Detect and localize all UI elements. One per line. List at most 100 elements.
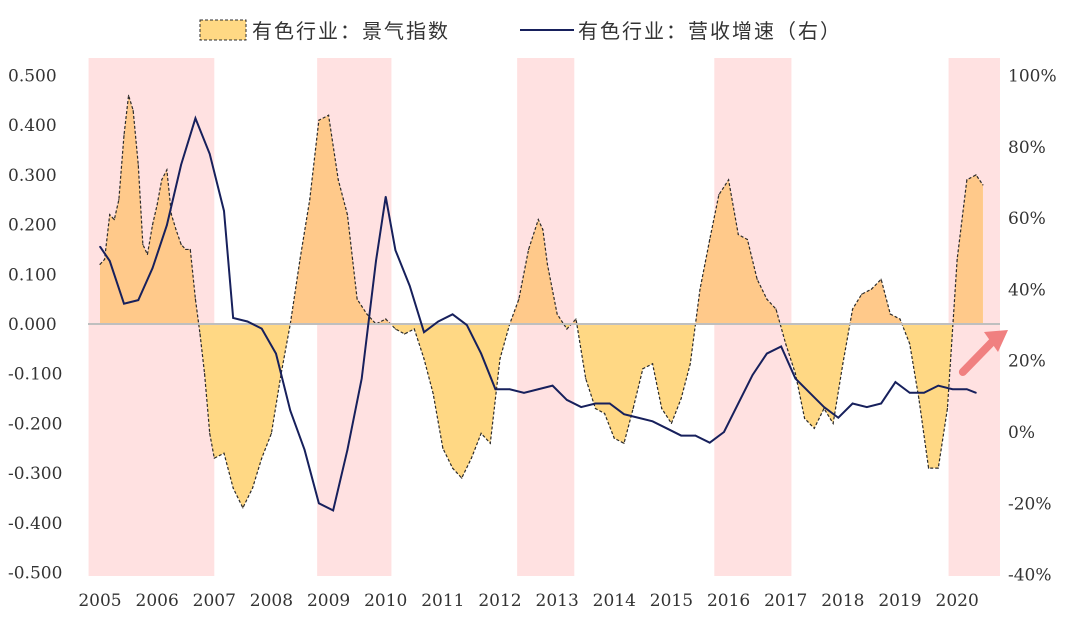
- index-point-100: [918, 397, 920, 400]
- index-point-33: [299, 258, 301, 260]
- x-tick-label: 2013: [536, 591, 579, 611]
- index-point-48: [432, 392, 434, 395]
- index-point-91: [832, 422, 834, 424]
- growth-point-49: [780, 345, 782, 348]
- index-point-72: [651, 363, 654, 365]
- growth-point-20: [375, 260, 377, 262]
- x-tick-label: 2005: [78, 591, 121, 611]
- index-point-107: [982, 184, 984, 186]
- growth-point-0: [99, 245, 101, 248]
- growth-point-51: [808, 391, 811, 394]
- growth-point-37: [608, 402, 611, 405]
- right-tick-label: -20%: [1008, 494, 1052, 514]
- growth-point-23: [408, 285, 411, 287]
- growth-line: [99, 115, 977, 512]
- right-axis: 100% 80% 60% 40% 20% 0% -20% -40%: [1008, 67, 1057, 586]
- index-point-35: [318, 119, 320, 121]
- growth-point-40: [651, 420, 654, 423]
- index-point-34: [309, 199, 311, 201]
- growth-point-21: [384, 195, 387, 198]
- growth-point-41: [666, 427, 668, 430]
- index-point-97: [889, 313, 891, 315]
- x-tick-label: 2011: [421, 591, 464, 611]
- index-point-11: [151, 224, 154, 226]
- left-tick-label: 0.500: [8, 67, 57, 87]
- growth-point-45: [723, 431, 725, 433]
- growth-point-55: [866, 406, 868, 408]
- growth-point-58: [908, 391, 911, 394]
- index-point-20: [194, 298, 197, 300]
- index-point-44: [394, 328, 397, 330]
- growth-point-16: [318, 502, 320, 505]
- index-point-70: [632, 407, 634, 410]
- left-tick-label: 0.200: [8, 216, 57, 236]
- growth-point-52: [823, 406, 825, 408]
- x-axis: 2005 2006 2007 2008 2009 2010 2011 2012 2013 2014…: [78, 591, 978, 611]
- index-point-10: [146, 253, 149, 256]
- index-point-62: [556, 313, 558, 315]
- growth-point-31: [523, 391, 525, 394]
- index-point-95: [870, 288, 873, 290]
- x-tick-label: 2016: [707, 591, 750, 611]
- index-point-81: [737, 233, 739, 236]
- legend: 有色行业：景气指数 有色行业：营收增速（右）: [199, 19, 840, 43]
- growth-point-42: [680, 434, 682, 437]
- growth-point-36: [594, 402, 597, 405]
- growth-point-53: [837, 416, 840, 419]
- index-point-14: [166, 169, 168, 171]
- right-tick-label: 40%: [1008, 280, 1046, 300]
- legend-label-index: 有色行业：景气指数: [252, 19, 450, 43]
- left-tick-label: -0.300: [8, 464, 62, 484]
- growth-point-13: [275, 352, 277, 355]
- index-point-13: [161, 179, 163, 181]
- index-point-23: [209, 432, 211, 434]
- x-tick-label: 2018: [821, 591, 864, 611]
- index-point-73: [661, 407, 663, 410]
- index-point-40: [356, 298, 358, 300]
- growth-point-35: [580, 406, 582, 408]
- x-tick-label: 2015: [650, 591, 693, 611]
- index-point-30: [270, 432, 273, 434]
- index-point-105: [966, 179, 968, 181]
- growth-point-33: [551, 384, 554, 387]
- index-point-55: [499, 358, 501, 360]
- growth-point-47: [751, 374, 754, 376]
- trend-arrow-shaft: [958, 336, 998, 376]
- growth-point-26: [451, 313, 454, 316]
- left-tick-label: 0.000: [8, 315, 57, 335]
- x-tick-label: 2019: [878, 591, 921, 611]
- index-point-71: [642, 368, 644, 370]
- left-tick-label: -0.100: [8, 365, 62, 385]
- index-point-37: [337, 179, 339, 181]
- growth-point-25: [437, 320, 440, 323]
- growth-point-24: [423, 331, 425, 333]
- index-point-69: [623, 442, 625, 444]
- index-point-45: [403, 333, 406, 335]
- growth-point-18: [346, 449, 349, 451]
- index-point-41: [366, 313, 368, 315]
- index-point-93: [851, 308, 854, 310]
- x-tick-label: 2009: [307, 591, 350, 611]
- index-point-27: [242, 507, 244, 509]
- x-tick-label: 2007: [193, 591, 236, 611]
- index-point-106: [975, 174, 977, 176]
- index-point-98: [899, 318, 901, 320]
- index-point-52: [470, 457, 473, 459]
- index-point-46: [413, 328, 415, 330]
- index-point-99: [909, 343, 911, 345]
- growth-point-5: [166, 224, 168, 227]
- growth-point-60: [937, 384, 940, 387]
- growth-point-10: [232, 317, 234, 319]
- index-point-59: [537, 219, 539, 221]
- left-tick-label: 0.400: [8, 116, 57, 136]
- index-point-17: [180, 243, 182, 246]
- index-point-87: [794, 373, 797, 375]
- growth-point-6: [180, 163, 182, 166]
- index-point-80: [727, 179, 730, 181]
- index-point-7: [132, 109, 134, 111]
- x-tick-label: 2014: [593, 591, 636, 611]
- index-point-88: [803, 417, 806, 420]
- index-point-36: [327, 114, 330, 116]
- x-tick-label: 2006: [136, 591, 179, 611]
- right-tick-label: 100%: [1008, 67, 1057, 87]
